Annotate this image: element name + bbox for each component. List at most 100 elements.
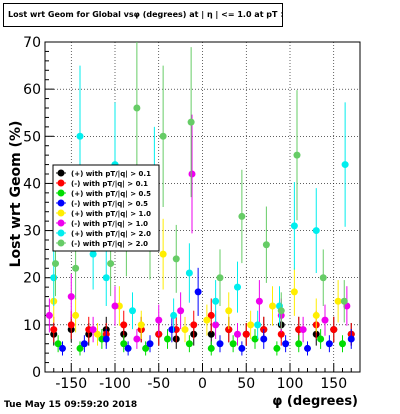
data-point bbox=[262, 241, 270, 249]
data-point bbox=[155, 316, 163, 324]
legend-entry-label: (-) with pT/|q| > 1.0 bbox=[71, 220, 148, 229]
data-point bbox=[234, 283, 241, 291]
data-point bbox=[293, 151, 301, 159]
legend-entry-label: (+) with pT/|q| > 0.1 bbox=[71, 170, 151, 179]
data-point bbox=[137, 321, 145, 329]
legend-entry-label: (-) with pT/|q| > 0.1 bbox=[71, 180, 148, 189]
data-point bbox=[225, 326, 233, 334]
data-point bbox=[216, 340, 224, 348]
data-point bbox=[146, 340, 154, 348]
data-point bbox=[234, 330, 241, 338]
data-point bbox=[89, 326, 97, 334]
y-tick-label: 20 bbox=[23, 271, 41, 287]
data-point bbox=[102, 335, 110, 343]
data-point bbox=[207, 344, 215, 352]
y-axis-label: Lost wrt Geom (%) bbox=[8, 121, 24, 268]
data-point bbox=[102, 274, 110, 282]
data-point bbox=[325, 340, 333, 348]
y-tick-label: 30 bbox=[23, 224, 41, 240]
data-point bbox=[290, 222, 298, 230]
data-point bbox=[238, 212, 246, 220]
data-point bbox=[120, 321, 128, 329]
x-tick-label: -100 bbox=[99, 376, 131, 392]
y-tick-label: 60 bbox=[23, 82, 41, 98]
data-point bbox=[238, 344, 246, 352]
data-point bbox=[72, 311, 80, 319]
legend-box bbox=[52, 164, 160, 252]
data-point bbox=[312, 311, 320, 319]
data-point bbox=[185, 269, 193, 277]
data-point bbox=[251, 335, 259, 343]
data-point bbox=[254, 321, 262, 329]
data-point bbox=[260, 335, 268, 343]
data-point bbox=[290, 288, 298, 296]
data-point bbox=[133, 335, 141, 343]
x-tick-label: 50 bbox=[237, 376, 255, 392]
data-point bbox=[52, 260, 59, 268]
data-point bbox=[273, 344, 281, 352]
data-point bbox=[347, 335, 355, 343]
data-point bbox=[94, 330, 101, 338]
chart-title-box: Lost wrt Geom for Global vsφ (degrees) a… bbox=[3, 3, 283, 27]
data-point bbox=[194, 288, 202, 296]
data-point bbox=[168, 326, 176, 334]
data-point bbox=[124, 344, 132, 352]
data-point bbox=[330, 326, 338, 334]
legend-entry-label: (-) with pT/|q| > 2.0 bbox=[71, 240, 148, 249]
data-point bbox=[312, 227, 320, 235]
data-point bbox=[229, 340, 237, 348]
axis-ticks: -150 -100 -50 0 50 100 150 0 10 20 30 40 50 60 70 bbox=[23, 35, 352, 392]
x-tick-label: -150 bbox=[55, 376, 87, 392]
x-tick-label: 100 bbox=[277, 376, 304, 392]
y-tick-label: 10 bbox=[23, 318, 41, 334]
y-tick-label: 0 bbox=[32, 365, 41, 381]
data-point bbox=[341, 161, 349, 169]
x-axis-label: φ (degrees) bbox=[272, 394, 358, 409]
x-tick-label: 150 bbox=[320, 376, 347, 392]
legend-entry-label: (+) with pT/|q| > 0.5 bbox=[71, 190, 151, 199]
y-tick-label: 40 bbox=[23, 176, 41, 192]
data-point bbox=[54, 340, 62, 348]
data-point bbox=[89, 250, 97, 258]
series-2 bbox=[54, 329, 346, 356]
data-point bbox=[317, 335, 325, 343]
data-point bbox=[247, 321, 255, 329]
data-points bbox=[45, 42, 355, 356]
data-point bbox=[225, 307, 233, 315]
data-point bbox=[170, 311, 178, 319]
data-point bbox=[159, 132, 167, 140]
data-point bbox=[277, 307, 285, 315]
data-point bbox=[45, 311, 53, 319]
y-tick-label: 70 bbox=[23, 35, 41, 51]
legend-entry-label: (+) with pT/|q| > 1.0 bbox=[71, 210, 151, 219]
data-point bbox=[212, 297, 220, 305]
data-point bbox=[340, 297, 348, 305]
data-point bbox=[50, 326, 58, 334]
data-point bbox=[299, 326, 307, 334]
data-point bbox=[304, 344, 311, 352]
data-point bbox=[203, 316, 211, 324]
data-point bbox=[111, 302, 119, 310]
data-point bbox=[129, 307, 136, 315]
data-point bbox=[80, 340, 88, 348]
x-tick-label: -50 bbox=[147, 376, 170, 392]
data-point bbox=[216, 274, 224, 282]
data-point bbox=[50, 274, 58, 282]
data-point bbox=[177, 307, 185, 315]
data-point bbox=[295, 340, 303, 348]
data-point bbox=[67, 293, 75, 301]
data-point bbox=[142, 344, 150, 352]
data-point bbox=[120, 340, 128, 348]
timestamp: Tue May 15 09:59:20 2018 bbox=[4, 400, 138, 410]
data-point bbox=[164, 335, 171, 343]
data-point bbox=[321, 316, 329, 324]
data-point bbox=[282, 340, 290, 348]
data-point bbox=[67, 321, 75, 329]
data-point bbox=[255, 297, 263, 305]
x-tick-label: 0 bbox=[198, 376, 207, 392]
data-point bbox=[190, 321, 198, 329]
series-1 bbox=[50, 298, 355, 346]
legend-entry-label: (-) with pT/|q| > 0.5 bbox=[71, 200, 148, 209]
data-point bbox=[133, 104, 141, 112]
